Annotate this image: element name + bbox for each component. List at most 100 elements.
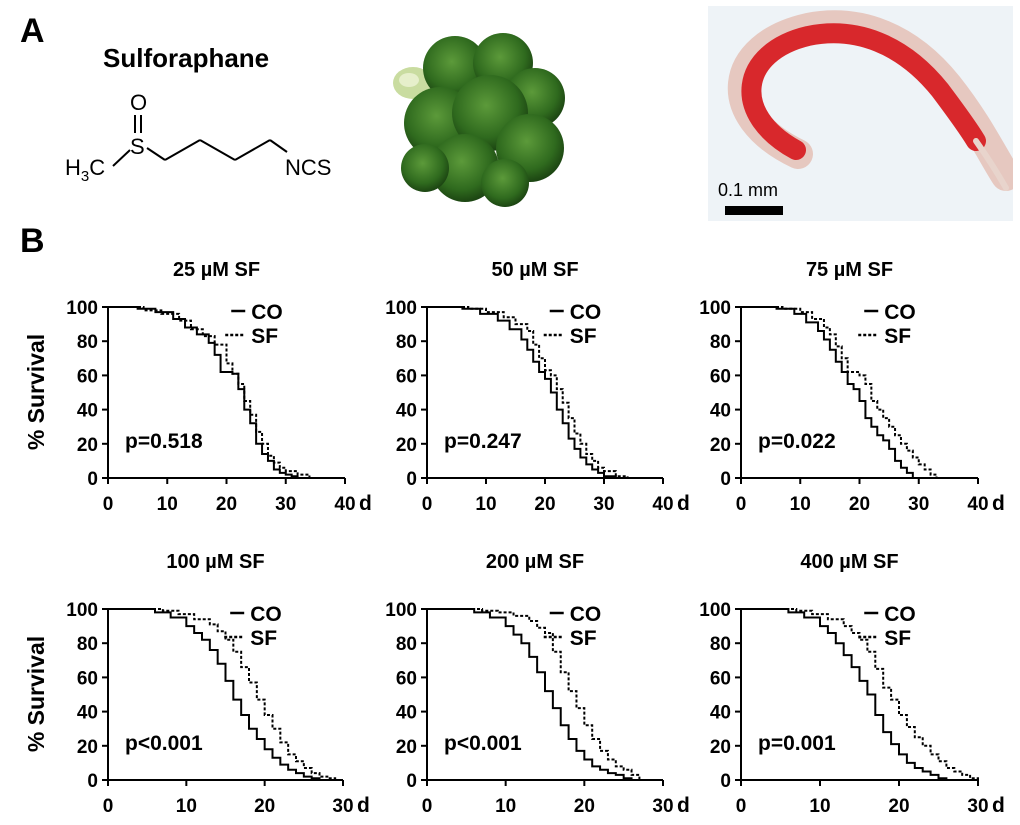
chart-6-ytick-label-5: 100 [699,600,731,621]
chart-2-series-co [427,306,617,478]
chart-3-xtick-label-1: 10 [790,494,811,515]
chart-4-xtick-label-1: 10 [176,796,197,817]
chart-1-ytick-label-2: 40 [77,401,98,422]
chart-3-ytick-label-5: 100 [699,298,731,319]
chart-3-title: 75 µM SF [806,259,893,281]
chart-2-ytick-label-0: 0 [406,469,417,490]
chart-6-xtick-label-0: 0 [736,796,747,817]
chart-5-xtick-label-2: 20 [574,796,595,817]
chart-1-p-value: p=0.518 [125,430,203,453]
panel-letter-b: B [20,222,45,260]
chart-6-xtick-label-1: 10 [809,796,830,817]
chart-5-series-sf [427,608,641,780]
chart-2-ytick-label-5: 100 [385,298,417,319]
chart-3-ytick-label-4: 80 [710,332,731,353]
chart-1-xtick-label-0: 0 [103,494,114,515]
chart-2-title: 50 µM SF [491,259,578,281]
chart-6-ytick-label-4: 80 [710,634,731,655]
chart-4-series-sf [108,608,337,780]
chart-3-legend-co-label: CO [884,301,916,324]
chart-5-xtick-label-1: 10 [495,796,516,817]
chart-6-ytick-label-2: 40 [710,703,731,724]
chart-5-ytick-label-4: 80 [396,634,417,655]
chart-2-xtick-label-2: 20 [534,494,555,515]
worm-stain-icon [741,23,986,160]
chart-4-x-unit: d [357,794,370,817]
bond-s-c1 [146,147,166,161]
chart-4-ytick-label-4: 80 [77,634,98,655]
oxygen-label: O [130,90,147,115]
chart-6-title: 400 µM SF [800,551,898,573]
bond-c4-n [269,139,288,153]
chart-5-series-co [427,608,633,780]
chart-5-xtick-label-3: 30 [652,796,673,817]
chart-2-xtick-label-4: 40 [652,494,673,515]
chart-1-series-co [108,306,299,478]
chart-3-xtick-label-2: 20 [849,494,870,515]
chart-2-legend-co-label: CO [570,301,602,324]
chart-3-ytick-label-1: 20 [710,435,731,456]
chart-5-ytick-label-5: 100 [385,600,417,621]
chart-3-series-sf [741,306,938,478]
methyl-label: H3C [65,155,105,185]
sulforaphane-structure: O S H3C NCS [65,90,331,185]
chart-6-p-value: p=0.001 [758,732,836,755]
chart-4-series-co [108,608,321,780]
chart-1-xtick-label-1: 10 [157,494,178,515]
chart-1-xtick-label-4: 40 [334,494,355,515]
chart-6-legend-co-label: CO [884,603,916,626]
chart-3-ytick-label-2: 40 [710,401,731,422]
panel-letter-a: A [20,12,45,50]
chart-1-xtick-label-2: 20 [216,494,237,515]
chart-1-ytick-label-5: 100 [66,298,98,319]
ylabel-row-1: % Survival [23,334,49,450]
chart-4-legend-co-label: CO [250,603,282,626]
bond-c3-c4 [234,139,271,161]
chart-1-xtick-label-3: 30 [275,494,296,515]
chart-5-xtick-label-0: 0 [422,796,433,817]
chart-6-ytick-label-3: 60 [710,668,731,689]
chart-4-ytick-label-1: 20 [77,737,98,758]
chart-2-p-value: p=0.247 [444,430,522,453]
chart-4-xtick-label-3: 30 [332,796,353,817]
chart-4-ytick-label-5: 100 [66,600,98,621]
chart-3-xtick-label-3: 30 [908,494,929,515]
chart-4-ytick-label-3: 60 [77,668,98,689]
chart-2-x-unit: d [677,492,690,515]
chart-6-series-co [741,608,948,780]
chart-3-x-unit: d [992,492,1005,515]
chart-1-legend-co-label: CO [251,301,282,324]
chart-1-ytick-label-3: 60 [77,366,98,387]
chart-2-ytick-label-2: 40 [396,401,417,422]
chart-4-xtick-label-0: 0 [103,796,114,817]
chart-6-series-sf [741,608,979,780]
bond-c1-c2 [164,139,201,161]
chart-2-ytick-label-3: 60 [396,366,417,387]
chart-2-xtick-label-3: 30 [593,494,614,515]
ylabel-row-2: % Survival [23,636,49,752]
chart-1-ytick-label-0: 0 [87,469,98,490]
chart-2-ytick-label-1: 20 [396,435,417,456]
chart-1-title: 25 µM SF [173,259,260,281]
chart-6-ytick-label-0: 0 [720,771,731,792]
bond-ch3-s [112,149,131,167]
chart-5-ytick-label-1: 20 [396,737,417,758]
chart-4-p-value: p<0.001 [125,732,203,755]
chart-6-x-unit: d [992,794,1005,817]
chart-5-ytick-label-0: 0 [406,771,417,792]
chart-5-p-value: p<0.001 [444,732,522,755]
sulfur-label: S [130,134,145,159]
compound-name: Sulforaphane [103,43,270,73]
chart-3-legend-sf-label: SF [884,325,911,348]
methyl-subscript: 3 [81,168,89,185]
chart-6-ytick-label-1: 20 [710,737,731,758]
chart-4-title: 100 µM SF [166,551,264,573]
chart-3-xtick-label-4: 40 [967,494,988,515]
chart-3-series-co [741,306,914,478]
chart-5-ytick-label-2: 40 [396,703,417,724]
chart-4-ytick-label-0: 0 [87,771,98,792]
chart-3-ytick-label-0: 0 [720,469,731,490]
chart-5-legend-sf-label: SF [570,627,597,650]
chart-5-title: 200 µM SF [486,551,584,573]
